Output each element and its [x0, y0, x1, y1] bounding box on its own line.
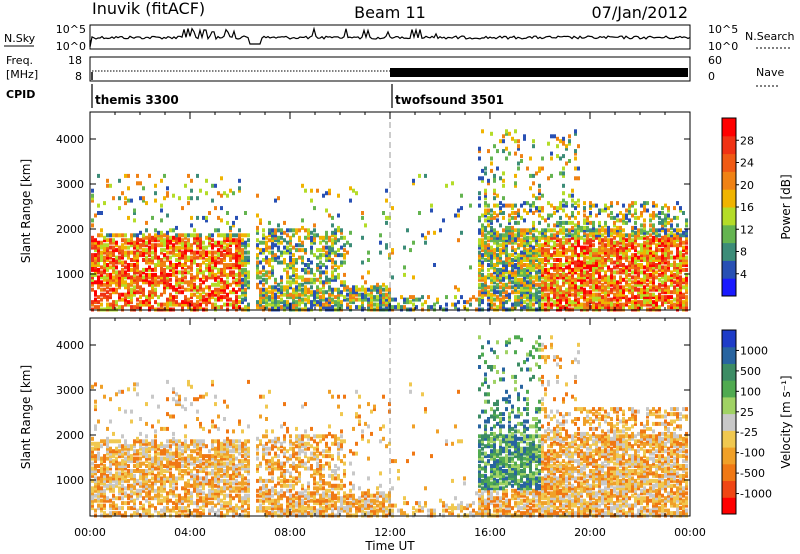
colorbar-label-1: Velocity [m s⁻¹]	[779, 375, 793, 468]
colorbar-tick-1-6: -500	[740, 467, 765, 480]
colorbar-label-0: Power [dB]	[779, 174, 793, 239]
freq-tick-top: 18	[68, 54, 82, 67]
nsky-tick-bottom: 10^0	[56, 40, 86, 53]
colorbar-tick-0-0: 4	[740, 268, 747, 281]
colorbar-tick-1-0: 1000	[740, 344, 768, 357]
y-tick-label-0-0: 1000	[56, 268, 84, 281]
nsky-panel	[89, 24, 691, 50]
freq-panel	[89, 56, 691, 82]
colorbar-tick-0-2: 12	[740, 223, 754, 236]
nsearch-label: N.Search	[745, 30, 795, 43]
x-tick-label-3: 12:00	[374, 526, 406, 539]
y-tick-label-1-0: 1000	[56, 474, 84, 487]
nsearch-tick-top: 10^5	[708, 23, 738, 36]
time-axis: 00:00 04:00 08:00 12:00 16:00 20:00 00:00	[74, 526, 706, 539]
x-tick-label-4: 16:00	[474, 526, 506, 539]
colorbar-tick-0-3: 16	[740, 201, 754, 214]
cpid-bar: themis 3300 twofsound 3501	[91, 84, 504, 108]
cpid-label-0: themis 3300	[95, 93, 179, 107]
colorbar-tick-1-4: -25	[740, 426, 758, 439]
power-panel: 1000 2000 3000 4000 Slant Range [km]	[19, 111, 691, 312]
colorbar-tick-0-6: 28	[740, 134, 754, 147]
nave-tick-bottom: 0	[708, 70, 715, 83]
nave-tick-top: 60	[708, 54, 722, 67]
cpid-label-1: twofsound 3501	[395, 93, 504, 107]
nsky-tick-top: 10^5	[56, 23, 86, 36]
nave-label: Nave	[756, 66, 784, 79]
colorbar-tick-1-7: -1000	[740, 488, 772, 501]
nsky-label: N.Sky	[4, 32, 36, 45]
date-title: 07/Jan/2012	[591, 3, 688, 22]
y-tick-label-0-2: 3000	[56, 178, 84, 191]
beam-title: Beam 11	[354, 3, 426, 22]
y-tick-label-1-3: 4000	[56, 339, 84, 352]
y-tick-label-1-1: 2000	[56, 429, 84, 442]
colorbar-tick-1-3: 25	[740, 406, 754, 419]
x-tick-label-0: 00:00	[74, 526, 106, 539]
freq-label: Freq.	[6, 54, 33, 67]
colorbar-tick-1-5: -100	[740, 447, 765, 460]
nsearch-tick-bottom: 10^0	[708, 40, 738, 53]
freq-unit-label: [MHz]	[6, 68, 38, 81]
power-colorbar: 4 8 12 16 20 24 28 Power [dB]	[721, 117, 793, 297]
freq-tick-bottom: 8	[75, 70, 82, 83]
x-tick-label-5: 20:00	[574, 526, 606, 539]
velocity-colorbar: 1000 500 100 25 -25 -100 -500 -1000 Velocity [m …	[721, 329, 793, 515]
y-tick-label-0-1: 2000	[56, 223, 84, 236]
colorbar-tick-1-1: 500	[740, 365, 761, 378]
nave-dense-trace	[390, 68, 688, 77]
x-tick-label-6: 00:00	[674, 526, 706, 539]
colorbar-tick-0-1: 8	[740, 246, 747, 259]
y-axis-label-1: Slant Range [km]	[19, 365, 33, 469]
station-title: Inuvik (fitACF)	[92, 0, 205, 18]
y-tick-label-1-2: 3000	[56, 384, 84, 397]
x-tick-label-1: 04:00	[174, 526, 206, 539]
colorbar-tick-1-2: 100	[740, 385, 761, 398]
colorbar-tick-0-5: 24	[740, 157, 754, 170]
nsky-trace	[89, 26, 691, 48]
velocity-panel: 1000 2000 3000 4000 Slant Range [km]	[19, 317, 691, 518]
y-axis-label-0: Slant Range [km]	[19, 159, 33, 263]
y-tick-label-0-3: 4000	[56, 133, 84, 146]
x-tick-label-2: 08:00	[274, 526, 306, 539]
colorbar-tick-0-4: 20	[740, 179, 754, 192]
x-axis-label: Time UT	[364, 539, 415, 553]
cpid-label: CPID	[6, 88, 35, 101]
